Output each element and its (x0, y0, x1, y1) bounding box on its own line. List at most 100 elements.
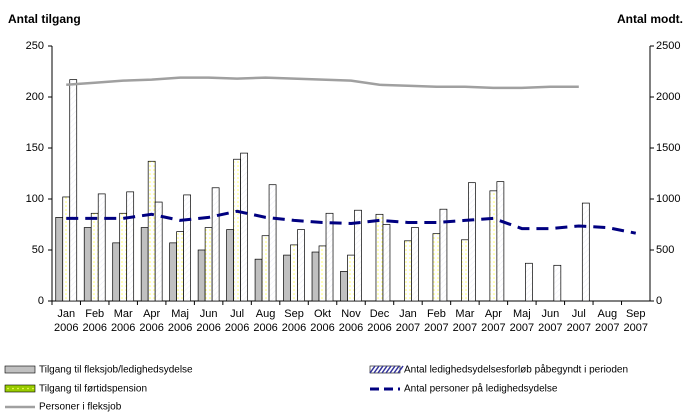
x-tick-label: 2006 (367, 322, 391, 334)
bar (126, 191, 135, 302)
x-tick-label: Feb (85, 308, 104, 320)
bar (347, 254, 355, 302)
legend-hatch (385, 365, 392, 374)
x-tick-label: 2006 (282, 322, 306, 334)
bar (240, 152, 248, 302)
x-tick-label: Jan (399, 308, 417, 320)
legend-dot (22, 387, 24, 390)
x-tick-label: Sep (284, 308, 304, 320)
y2-tick-label: 1500 (656, 142, 680, 154)
x-tick-label: 2006 (82, 322, 106, 334)
bar (297, 229, 305, 302)
bar (290, 244, 298, 302)
x-tick-label: 2007 (481, 322, 505, 334)
x-tick-label: 2007 (595, 322, 619, 334)
x-tick-label: Dec (370, 308, 390, 320)
x-tick-label: Jul (572, 308, 586, 320)
legend-hatch (373, 365, 380, 374)
bar (140, 227, 149, 302)
x-tick-label: Maj (171, 308, 189, 320)
legend-dot (27, 387, 29, 390)
bar (261, 235, 270, 302)
y2-tick-label: 500 (656, 244, 674, 256)
y2-axis-title: Antal modt. (617, 12, 683, 26)
legend-hatch (377, 365, 384, 374)
y-tick-label: 250 (26, 40, 44, 52)
x-tick-label: 2006 (111, 322, 135, 334)
bar (553, 264, 562, 302)
legend-hatch (369, 365, 376, 374)
bar (311, 251, 320, 302)
x-tick-label: Apr (143, 308, 160, 320)
legend-hatch (389, 365, 396, 374)
bar (197, 249, 206, 302)
x-tick-label: Aug (256, 308, 276, 320)
legend-label: Tilgang til førtidspension (39, 384, 147, 395)
line (66, 76, 579, 90)
bar (55, 217, 64, 302)
bar (468, 182, 476, 302)
x-tick-label: 2006 (339, 322, 363, 334)
bar (154, 201, 163, 302)
x-tick-label: 2006 (253, 322, 277, 334)
x-tick-label: Sep (626, 308, 646, 320)
legend-dot (7, 387, 9, 390)
y-tick-label: 0 (38, 295, 44, 307)
bar (382, 224, 391, 302)
x-tick-label: Mar (455, 308, 474, 320)
bar (233, 158, 241, 302)
bar (169, 242, 177, 302)
legend-dot (12, 387, 14, 390)
x-tick-label: Jun (541, 308, 559, 320)
x-tick-label: 2006 (54, 322, 78, 334)
bar (461, 239, 469, 302)
bar (90, 212, 99, 302)
bar (496, 181, 505, 302)
x-tick-label: 2007 (510, 322, 534, 334)
x-tick-label: Apr (485, 308, 502, 320)
y2-tick-label: 0 (656, 295, 662, 307)
legend-hatch (381, 365, 388, 374)
bar (581, 202, 590, 302)
bar (254, 258, 263, 302)
y2-tick-label: 2500 (656, 40, 680, 52)
bar (340, 271, 348, 302)
legend-dot (17, 387, 19, 390)
legend-swatch (4, 384, 36, 393)
bar (411, 227, 419, 302)
bar (119, 212, 128, 302)
bar (211, 187, 220, 302)
bar (404, 240, 412, 302)
bar (183, 194, 191, 302)
x-tick-label: 2007 (567, 322, 591, 334)
y-tick-label: 200 (26, 91, 44, 103)
legend-label: Antal ledighedsydelsesforløb påbegyndt i… (404, 364, 628, 376)
bar (147, 160, 156, 302)
bar (83, 227, 92, 302)
bar (226, 229, 234, 302)
bar (489, 190, 498, 302)
legend-label: Tilgang til fleksjob/ledighedsydelse (39, 365, 193, 376)
y-axis-title: Antal tilgang (8, 12, 81, 26)
bar (268, 184, 277, 302)
x-tick-label: 2006 (310, 322, 334, 334)
legend-hatch (393, 365, 400, 374)
bar (62, 196, 71, 302)
x-tick-label: 2006 (196, 322, 220, 334)
x-tick-label: 2007 (453, 322, 477, 334)
legend-swatch (4, 365, 36, 374)
x-tick-label: Jan (57, 308, 75, 320)
x-tick-label: Feb (427, 308, 446, 320)
y-tick-label: 150 (26, 142, 44, 154)
bar (439, 208, 448, 302)
x-tick-label: Jul (230, 308, 244, 320)
bar (432, 233, 441, 302)
x-tick-label: 2006 (139, 322, 163, 334)
x-tick-label: Mar (114, 308, 133, 320)
x-tick-label: 2007 (396, 322, 420, 334)
x-tick-label: Nov (341, 308, 361, 320)
bar (112, 242, 121, 302)
bar (325, 212, 334, 302)
bar (525, 262, 533, 302)
